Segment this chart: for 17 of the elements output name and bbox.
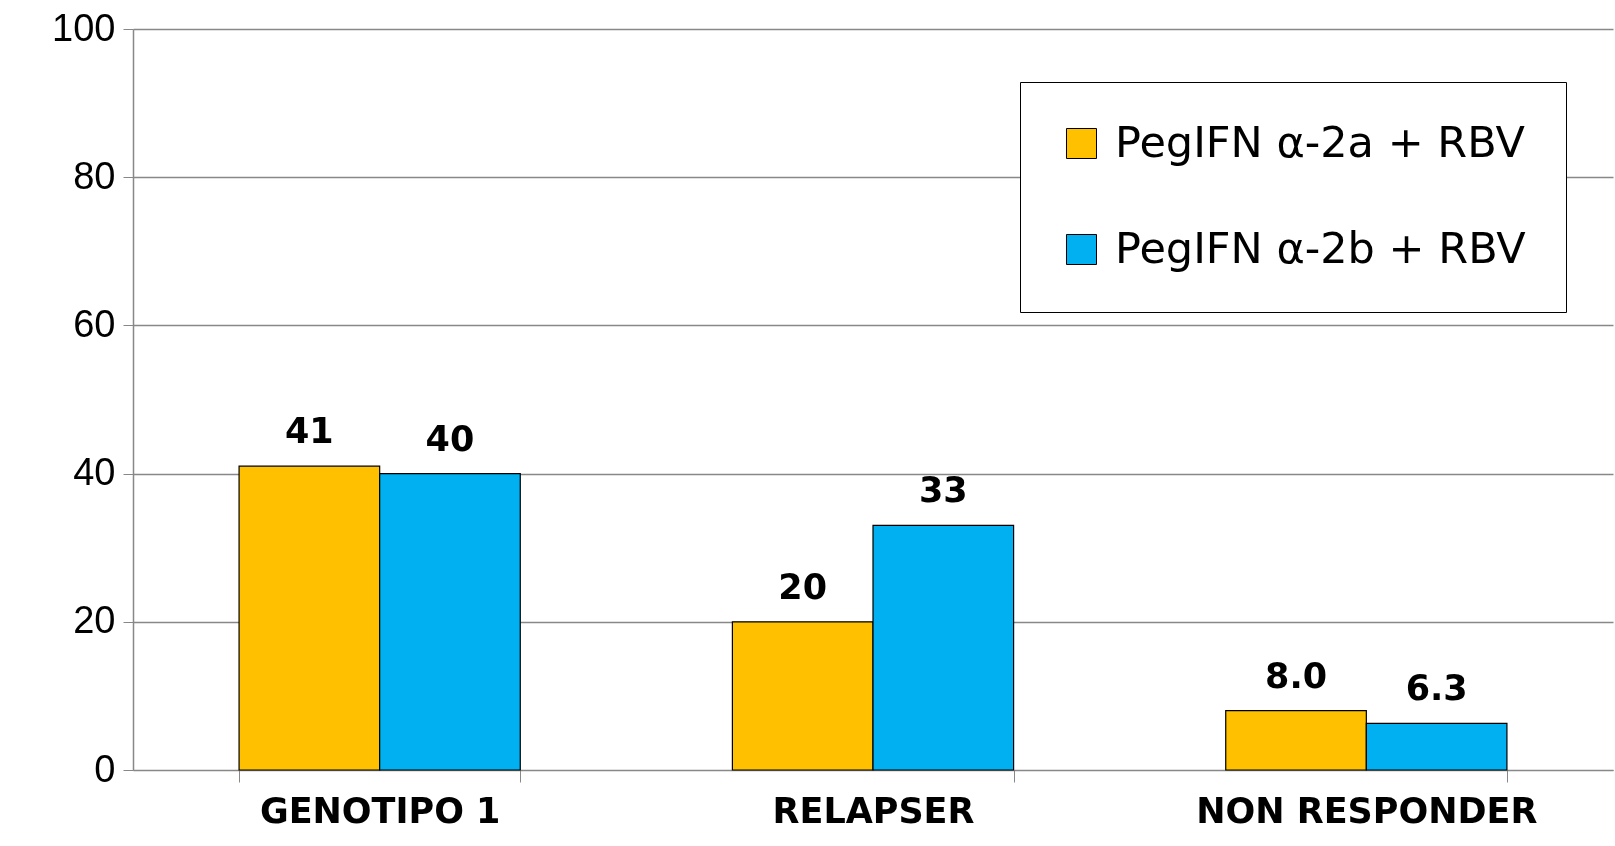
y-tick-label: 100 [52, 6, 116, 49]
y-tick-label: 40 [73, 451, 116, 494]
y-tick-label: 60 [73, 302, 116, 345]
data-label: 40 [425, 418, 475, 459]
x-tick-label: NON RESPONDER [1196, 790, 1538, 831]
data-label: 41 [285, 411, 334, 452]
data-label: 8.0 [1265, 655, 1328, 696]
data-label: 33 [918, 470, 968, 511]
data-label: 20 [778, 566, 828, 607]
y-tick-label: 80 [73, 154, 116, 197]
y-tick-label: 0 [94, 747, 116, 790]
data-label: 6.3 [1405, 668, 1468, 709]
x-tick-label: RELAPSER [772, 790, 975, 831]
legend-label: PegIFN α-2b + RBV [1115, 222, 1527, 273]
legend-label: PegIFN α-2a + RBV [1115, 116, 1526, 167]
y-tick-label: 20 [73, 599, 116, 642]
x-tick-label: GENOTIPO 1 [259, 790, 501, 831]
